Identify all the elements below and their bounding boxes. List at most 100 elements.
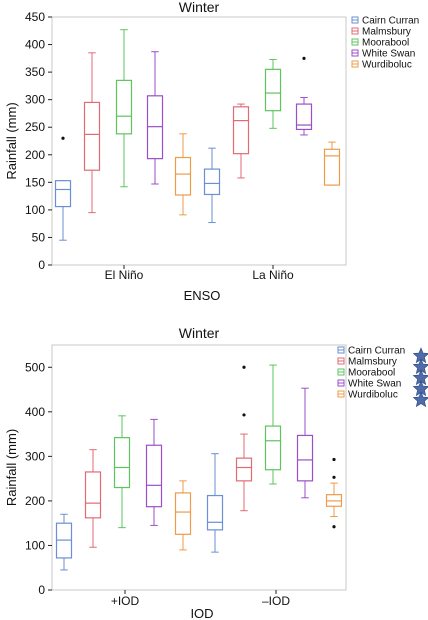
y-tick-label: 200: [25, 148, 45, 162]
y-tick-label: 400: [25, 38, 45, 52]
outlier-point: [242, 413, 246, 417]
y-tick-label: 50: [32, 230, 46, 244]
chart-1: Winter 0 50 100 150 200 250 300 350 400 450 Rainfal…: [4, 0, 419, 303]
x-axis-label: IOD: [190, 606, 213, 620]
box-iqr: [323, 148, 341, 186]
box-iqr: [83, 101, 101, 171]
outlier-point: [242, 365, 246, 369]
box-iqr: [113, 437, 131, 489]
box-iqr: [206, 494, 224, 531]
box-moorabool-1: [115, 29, 133, 188]
star-icon: [412, 391, 428, 408]
legend-item: White Swan: [337, 379, 401, 390]
y-tick-label: 450: [25, 10, 45, 24]
y-axis-label: Rainfall (mm): [4, 102, 19, 179]
legend-label: Cairn Curran: [362, 16, 419, 27]
box-iqr: [84, 471, 102, 519]
box-iqr: [264, 425, 282, 471]
box-cairn-curran-1: [54, 136, 72, 241]
box-white-swan-1: [146, 51, 164, 185]
y-tick-label: 100: [25, 538, 45, 552]
y-axis-label: Rainfall (mm): [4, 429, 19, 506]
y-tick-label: 250: [25, 120, 45, 134]
box-malmsbury-1: [84, 449, 102, 548]
box-iqr: [232, 106, 250, 155]
y-tick-label: 150: [25, 175, 45, 189]
legend-label: Wurdiboluc: [348, 390, 398, 401]
y-tick-label: 100: [25, 203, 45, 217]
box-iqr: [264, 68, 282, 112]
box-iqr: [54, 180, 72, 208]
y-tick-label: 350: [25, 65, 45, 79]
box-wurdiboluc-2: [323, 141, 341, 186]
legend-label: Wurdiboluc: [362, 60, 412, 71]
box-cairn-curran-2: [206, 453, 224, 553]
y-tick-label: 300: [25, 93, 45, 107]
y-tick-label: 300: [25, 449, 45, 463]
legend-item: Cairn Curran: [351, 16, 419, 27]
box-iqr: [174, 156, 192, 196]
box-iqr: [203, 168, 221, 196]
legend-item: Cairn Curran: [337, 346, 405, 357]
legend-label: Moorabool: [348, 368, 395, 379]
box-wurdiboluc-1: [174, 133, 192, 216]
plot-frame: [51, 16, 347, 266]
outlier-point: [332, 457, 336, 462]
legend-item: White Swan: [351, 49, 415, 60]
box-iqr: [115, 79, 133, 135]
box-cairn-curran-2: [203, 147, 221, 224]
box-wurdiboluc-2: [325, 457, 343, 529]
star-icons: [412, 347, 428, 408]
box-cairn-curran-1: [55, 513, 73, 571]
box-moorabool-2: [264, 364, 282, 485]
y-tick-label: 500: [25, 360, 45, 374]
box-white-swan-2: [295, 56, 313, 136]
outlier-point: [302, 56, 306, 60]
box-malmsbury-1: [83, 52, 101, 214]
y-tick-label: 400: [25, 405, 45, 419]
outlier-point: [332, 475, 336, 479]
legend-label: Malmsbury: [362, 27, 411, 38]
box-iqr: [235, 457, 253, 482]
x-tick-label: La Niño: [252, 268, 294, 282]
chart-2: Winter 0 100 200 300 400 500 Rainfall (mm) +IOD –…: [4, 325, 405, 620]
y-tick-label: 0: [38, 583, 45, 597]
legend-label: White Swan: [362, 49, 415, 60]
box-iqr: [174, 492, 192, 535]
legend-item: Malmsbury: [351, 27, 411, 38]
outlier-point: [332, 525, 336, 529]
x-tick-label: +IOD: [111, 594, 140, 608]
legend-label: Malmsbury: [348, 357, 397, 368]
x-tick-label: El Niño: [105, 268, 144, 282]
box-white-swan-2: [296, 387, 314, 499]
legend-label: White Swan: [348, 379, 401, 390]
box-iqr: [145, 444, 163, 508]
y-tick-label: 200: [25, 494, 45, 508]
legend-item: Moorabool: [351, 38, 409, 49]
legend-label: Cairn Curran: [348, 346, 405, 357]
plot-frame: [51, 344, 347, 591]
box-moorabool-2: [264, 58, 282, 129]
box-white-swan-1: [145, 418, 163, 526]
box-iqr: [295, 103, 313, 131]
legend-item: Wurdiboluc: [337, 390, 398, 401]
legend-label: Moorabool: [362, 38, 409, 49]
legend-item: Moorabool: [337, 368, 395, 379]
box-moorabool-1: [113, 415, 131, 529]
box-wurdiboluc-1: [174, 480, 192, 551]
y-tick-label: 0: [38, 258, 45, 272]
x-axis-label: ENSO: [184, 288, 221, 303]
outlier-point: [61, 136, 65, 140]
chart-title: Winter: [179, 0, 220, 15]
box-iqr: [296, 434, 314, 482]
box-malmsbury-2: [235, 365, 253, 512]
x-tick-label: –IOD: [262, 594, 290, 608]
legend-item: Wurdiboluc: [351, 60, 412, 71]
legend-item: Malmsbury: [337, 357, 397, 368]
box-malmsbury-2: [232, 103, 250, 179]
chart-title: Winter: [179, 325, 220, 341]
